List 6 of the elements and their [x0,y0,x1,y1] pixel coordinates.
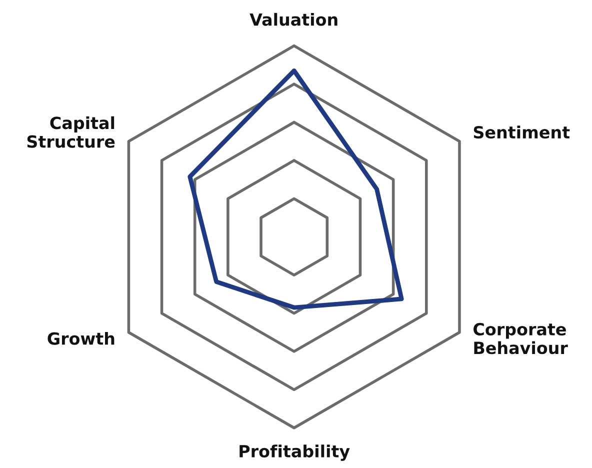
spoke-label: Capital Structure [27,116,115,148]
spoke-label: Sentiment [474,126,570,139]
spoke-label: Growth [48,332,114,345]
spoke-label: Corporate Behaviour [474,322,568,354]
spoke-label: Valuation [250,12,338,26]
spoke-label: Profitability [240,444,350,461]
